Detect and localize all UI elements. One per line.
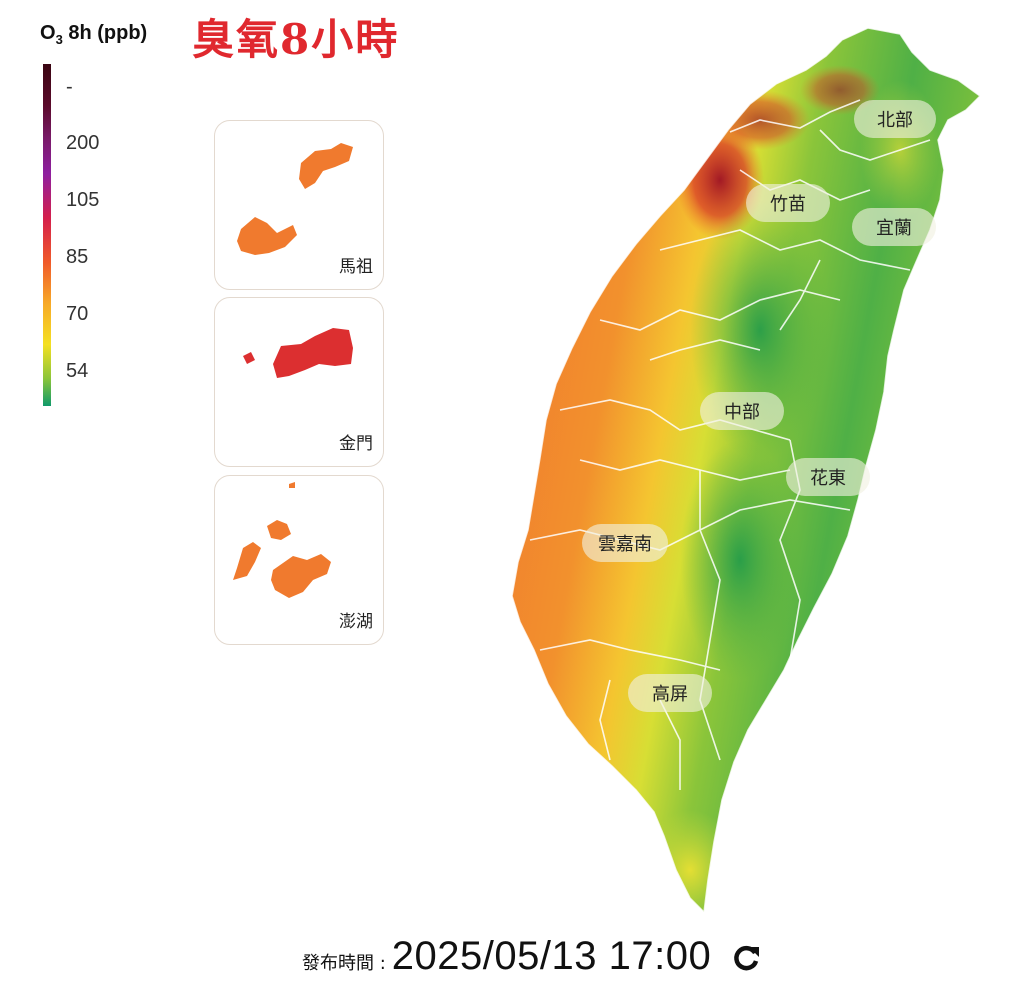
legend-tick: 105 <box>66 189 100 211</box>
legend-color-bar <box>43 64 51 406</box>
refresh-icon[interactable] <box>731 943 761 973</box>
inset-matsu[interactable]: 馬祖 <box>214 120 384 290</box>
publish-time-value: 2025/05/13 17:00 <box>391 934 712 978</box>
region-label-yunjianan[interactable]: 雲嘉南 <box>582 524 668 562</box>
region-label-huadong[interactable]: 花東 <box>786 458 870 496</box>
legend-title: O3 8h (ppb) <box>40 22 148 47</box>
legend-tick: - <box>66 76 73 98</box>
inset-label-penghu: 澎湖 <box>339 612 373 632</box>
legend-tick: 85 <box>66 246 89 268</box>
publish-time-label: 發布時間 : <box>302 953 386 974</box>
region-label-yilan[interactable]: 宜蘭 <box>852 208 936 246</box>
penghu-map <box>233 482 331 598</box>
legend-tick: 200 <box>66 132 100 154</box>
inset-kinmen[interactable]: 金門 <box>214 297 384 467</box>
inset-penghu[interactable]: 澎湖 <box>214 475 384 645</box>
legend-tick: 54 <box>66 360 89 382</box>
inset-label-matsu: 馬祖 <box>339 257 373 277</box>
publish-time: 發布時間 : 2025/05/13 17:00 <box>302 934 761 984</box>
region-label-north[interactable]: 北部 <box>854 100 936 138</box>
matsu-map <box>237 143 353 255</box>
map-title: 臭氧8小時 <box>192 15 400 64</box>
inset-label-kinmen: 金門 <box>339 434 373 454</box>
region-label-gaoping[interactable]: 高屏 <box>628 674 712 712</box>
legend-tick: 70 <box>66 303 89 325</box>
kinmen-map <box>243 328 353 378</box>
region-label-central[interactable]: 中部 <box>700 392 784 430</box>
region-label-zhumiao[interactable]: 竹苗 <box>746 184 830 222</box>
